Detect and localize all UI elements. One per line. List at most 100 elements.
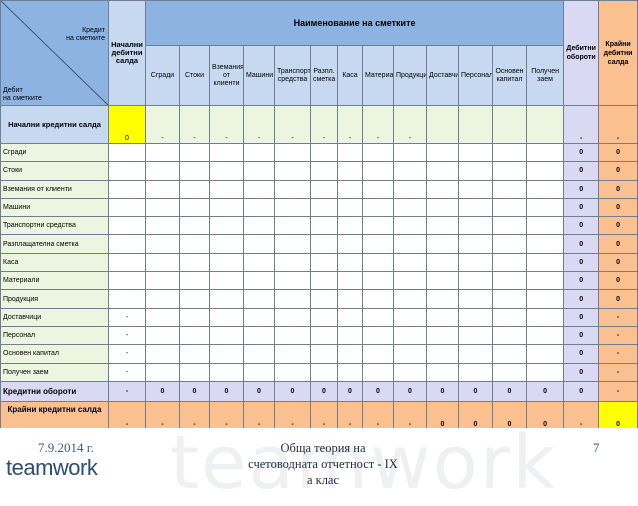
row-cell (145, 234, 180, 254)
row-cell (310, 289, 338, 309)
row-cell (310, 307, 338, 327)
row-debit-turnover: 0 (563, 252, 600, 273)
closing-credit-debit: - (563, 400, 600, 430)
row-cell (426, 344, 459, 364)
row-cell (458, 197, 493, 218)
row-debit-turnover: 0 (563, 362, 600, 382)
row-opening (108, 161, 146, 181)
row-opening (108, 289, 146, 309)
row-cell (525, 252, 565, 273)
row-opening (108, 252, 146, 273)
corner-credit-label: Кредит на сметките (66, 27, 105, 42)
row-cell (492, 216, 527, 236)
row-cell (310, 252, 338, 273)
row-cell (458, 179, 493, 199)
credit-turnover-cell: 0 (179, 380, 210, 402)
row-closing-debit: - (598, 362, 638, 382)
row-cell (209, 344, 244, 364)
row-cell (337, 179, 363, 199)
row-cell (492, 234, 527, 254)
column-header: Доставчици (426, 45, 459, 106)
row-cell (179, 362, 210, 382)
row-cell (179, 197, 210, 218)
row-label: Разплащателна сметка (0, 234, 109, 254)
row-cell (525, 142, 565, 163)
row-cell (426, 362, 459, 382)
row-cell (209, 216, 244, 236)
row-label: Персонал (0, 325, 109, 346)
column-header: Получен заем (525, 45, 565, 106)
table-row: Доставчици -0- (0, 307, 638, 327)
row-opening: - (108, 362, 146, 382)
row-cell (274, 344, 311, 364)
row-closing-debit: 0 (598, 252, 638, 273)
row-cell (492, 179, 527, 199)
row-cell (426, 197, 459, 218)
row-label: Вземания от клиенти (0, 179, 109, 199)
row-debit-turnover: 0 (563, 325, 600, 346)
credit-turnover-cell: 0 (337, 380, 363, 402)
row-cell (145, 289, 180, 309)
row-cell (145, 307, 180, 327)
row-closing-debit: 0 (598, 179, 638, 199)
row-cell (337, 234, 363, 254)
closing-credit-cell: - (393, 400, 427, 430)
column-header: Материали (362, 45, 394, 106)
row-closing-debit: 0 (598, 289, 638, 309)
row-cell (243, 179, 275, 199)
row-cell (337, 344, 363, 364)
closing-credit-cell: 0 (525, 400, 565, 430)
table-row: Вземания от клиенти 0 0 (0, 179, 638, 199)
row-cell (492, 161, 527, 181)
closing-credit-closing: 0 (598, 400, 638, 430)
row-opening (108, 142, 146, 163)
row-cell (492, 344, 527, 364)
row-cell (458, 344, 493, 364)
opening-credit-cell: - (337, 105, 363, 144)
row-cell (209, 362, 244, 382)
row-label: Каса (0, 252, 109, 273)
row-cell (362, 161, 394, 181)
table-row: Стоки 0 0 (0, 161, 638, 181)
column-header: Стоки (179, 45, 210, 106)
row-cell (458, 142, 493, 163)
row-cell (310, 325, 338, 346)
closing-credit-cell: - (362, 400, 394, 430)
row-cell (274, 161, 311, 181)
row-opening: - (108, 307, 146, 327)
opening-credit-cell: - (209, 105, 244, 144)
row-cell (243, 344, 275, 364)
row-cell (525, 271, 565, 291)
row-cell (179, 179, 210, 199)
row-label: Основен капитал (0, 344, 109, 364)
row-cell (310, 362, 338, 382)
row-label: Продукция (0, 289, 109, 309)
opening-credit-cell: - (274, 105, 311, 144)
row-label: Стоки (0, 161, 109, 181)
credit-turnover-cell: 0 (458, 380, 493, 402)
footer-date: 7.9.2014 г. (38, 440, 94, 455)
closing-credit-cell: 0 (458, 400, 493, 430)
column-header: Машини (243, 45, 275, 106)
row-cell (145, 344, 180, 364)
row-cell (525, 234, 565, 254)
row-cell (209, 142, 244, 163)
row-cell (393, 344, 427, 364)
row-cell (525, 161, 565, 181)
opening-credit-cell: - (145, 105, 180, 144)
row-label: Транспортни средства (0, 216, 109, 236)
closing-credit-label: Крайни кредитни салда (0, 400, 109, 430)
row-cell (393, 252, 427, 273)
closing-credit-first: - (108, 400, 146, 430)
opening-credit-cell: - (393, 105, 427, 144)
row-cell (426, 142, 459, 163)
credit-turnover-first: - (108, 380, 146, 402)
credit-turnover-cell: 0 (362, 380, 394, 402)
closing-credit-cell: - (337, 400, 363, 430)
row-debit-turnover: 0 (563, 289, 600, 309)
slide-footer: teamwork 7.9.2014 г. teamwork Обща теори… (0, 420, 638, 506)
row-cell (426, 325, 459, 346)
row-cell (274, 197, 311, 218)
row-debit-turnover: 0 (563, 216, 600, 236)
closing-debit-header: Крайни дебитни салда (598, 0, 638, 106)
